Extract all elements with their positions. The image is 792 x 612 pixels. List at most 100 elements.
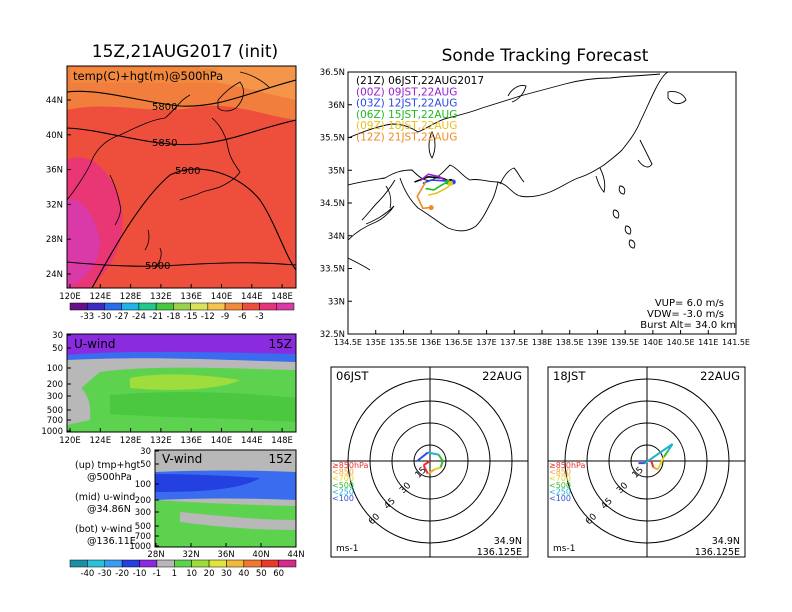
wind-colorbar-label: 1: [172, 569, 177, 579]
lon-tick-label: 128E: [120, 292, 142, 302]
colorbar-swatch: [86, 302, 105, 311]
pressure-tick-label: 30: [140, 447, 151, 457]
pressure-legend-entry: <850: [332, 468, 354, 477]
wind-colorbar-swatch: [104, 559, 123, 568]
lon-tick-label: 138.5E: [556, 338, 584, 347]
lon-tick-label: 139E: [587, 338, 607, 347]
lon-tick-label: 120E: [59, 292, 81, 302]
hodograph-segment: [423, 460, 431, 467]
colorbar-swatch: [104, 302, 122, 311]
uwind-lon-axis: 120E 124E 128E 132E 136E 140E 144E 148E: [59, 428, 293, 446]
lon-tick-label: 148E: [271, 436, 293, 446]
lon-tick-label: 137E: [476, 338, 496, 347]
wind-colorbar-swatch: [174, 559, 192, 568]
contour-label-5800: 5800: [152, 102, 177, 113]
vwind-panel: V-wind 15Z: [154, 449, 297, 548]
pressure-tick-label: 30: [52, 331, 63, 341]
lat-tick-label: 24N: [46, 270, 63, 280]
pressure-tick-label: 100: [47, 364, 63, 374]
left-title: 15Z,21AUG2017 (init): [92, 42, 278, 62]
sonde-track-5: [416, 181, 432, 210]
colorbar-swatch: [276, 302, 295, 311]
note-up-level: @500hPa: [87, 472, 132, 483]
lat-tick-label: 35N: [328, 166, 345, 176]
colorbar-swatch: [69, 302, 88, 311]
colorbar-swatch: [207, 302, 226, 311]
pressure-tick-label: 1000: [129, 542, 151, 552]
wind-colorbar-swatch: [87, 559, 106, 568]
lon-tick-label: 124E: [89, 292, 111, 302]
lon-tick-label: 135.5E: [389, 338, 417, 347]
sonde-track-1: [419, 173, 449, 183]
hodograph-segment: [663, 449, 670, 458]
colorbar-label: -18: [166, 312, 180, 322]
colorbar-label: -9: [221, 312, 229, 322]
lon-tick-label: 140.5E: [667, 338, 695, 347]
hodograph-segment: [427, 451, 439, 456]
pressure-legend-entry: <500: [332, 481, 354, 490]
legend-entry: (12Z) 21JST,22AUG: [356, 132, 457, 144]
wind-colorbar-label: 30: [221, 569, 232, 579]
hodograph-segment: [437, 454, 444, 462]
contour-label-5850: 5850: [152, 138, 177, 149]
colorbar-swatch: [242, 302, 260, 311]
hodograph-segment: [656, 464, 661, 470]
pressure-legend-entry: <250: [549, 487, 571, 496]
pressure-legend-entry: ≥850hPa: [332, 461, 369, 470]
colorbar-label: -12: [201, 312, 215, 322]
colorbar-label: -24: [132, 312, 146, 322]
wind-colorbar-swatch: [226, 559, 245, 568]
lon-tick-label: 120E: [59, 436, 81, 446]
lon-tick-label: 136E: [180, 436, 202, 446]
wind-colorbar-swatch: [191, 559, 210, 568]
pressure-tick-label: 200: [47, 380, 63, 390]
pressure-tick-label: 300: [47, 392, 63, 402]
pressure-tick-label: 100: [135, 480, 151, 490]
legend-entry: (21Z) 06JST,22AUG2017: [356, 75, 484, 87]
contour-label-5900-north: 5900: [175, 166, 200, 177]
temperature-map-lat-axis: 44N 40N 36N 32N 28N 24N: [46, 96, 71, 280]
wind-colorbar-swatch: [69, 559, 88, 568]
colorbar-swatch: [190, 302, 209, 311]
wind-colorbar-label: -40: [80, 569, 94, 579]
colorbar-label: -6: [238, 312, 246, 322]
tracking-map: [347, 71, 737, 335]
note-up: (up) tmp+hgt: [75, 460, 141, 471]
pressure-tick-label: 50: [52, 344, 63, 354]
legend-entry: (06Z) 15JST,22AUG: [356, 109, 457, 121]
uwind-panel: U-wind 15Z: [66, 333, 297, 433]
lat-tick-label: 36.5N: [320, 68, 345, 78]
wind-colorbar-swatch: [278, 559, 297, 568]
wind-colorbar-label: -30: [98, 569, 112, 579]
hodograph-segment: [650, 460, 655, 468]
temperature-map: [67, 66, 296, 288]
lon-tick-label: 128E: [120, 436, 142, 446]
hodo2-lon: 136.125E: [695, 547, 740, 558]
wind-colorbar-swatch: [156, 559, 175, 568]
pressure-legend-entry: <850: [549, 468, 571, 477]
temperature-map-lon-axis: 120E 124E 128E 132E 136E 140E 144E 148E: [59, 284, 293, 302]
hodograph-segment: [422, 464, 429, 475]
hodo2-date: 22AUG: [700, 369, 740, 383]
hodograph-segment: [433, 466, 441, 471]
note-mid-lat: @34.86N: [87, 504, 131, 515]
temperature-map-frame: [66, 65, 297, 289]
lon-tick-label: 144E: [241, 292, 263, 302]
note-mid: (mid) u-wind: [75, 492, 135, 503]
pressure-tick-label: 500: [135, 522, 151, 532]
pressure-legend-entry: <500: [549, 481, 571, 490]
hodograph-18jst-trace: [638, 443, 674, 471]
pressure-tick-label: 700: [135, 532, 151, 542]
colorbar-swatch: [121, 302, 140, 311]
temperature-colorbar: -33 -30 -27 -24 -21 -18 -15 -12 -9 -6 -3: [69, 302, 295, 322]
lat-tick-label: 36N: [46, 166, 63, 176]
right-title: Sonde Tracking Forecast: [442, 46, 649, 66]
pressure-tick-label: 1000: [41, 427, 63, 437]
colorbar-label: -27: [115, 312, 129, 322]
lon-tick-label: 140E: [643, 338, 663, 347]
colorbar-swatch: [173, 302, 191, 311]
hodo2-lat: 34.9N: [712, 536, 740, 547]
hodograph-segment: [427, 468, 435, 475]
